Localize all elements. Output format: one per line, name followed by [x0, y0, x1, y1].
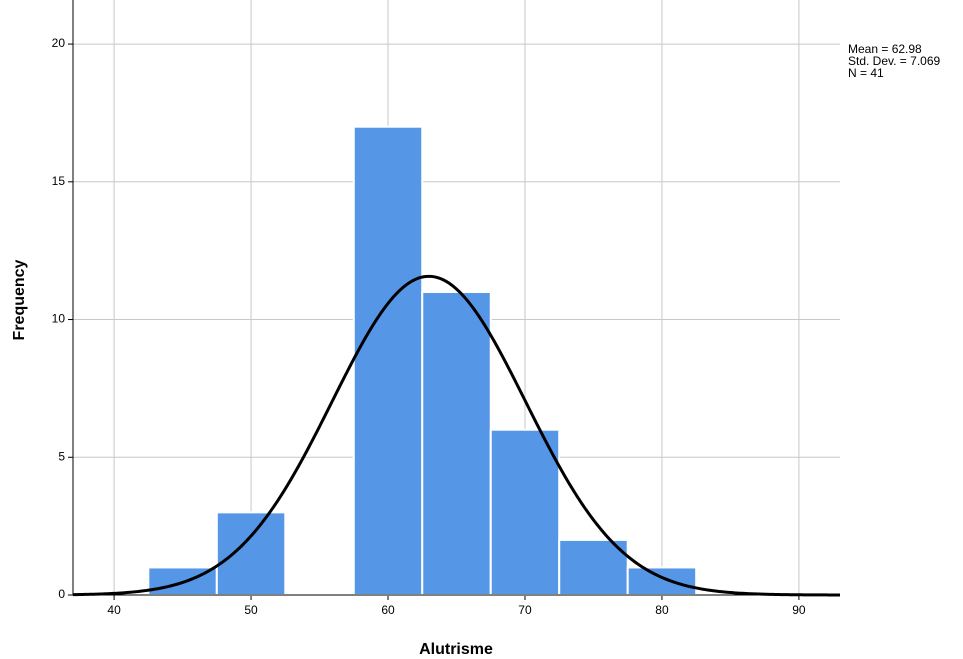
y-tick-label: 5 — [58, 449, 65, 463]
y-tick-label: 0 — [58, 587, 65, 601]
y-tick-label: 10 — [52, 312, 66, 326]
x-tick-label: 70 — [518, 603, 532, 617]
x-axis-title: Alutrisme — [419, 641, 493, 658]
x-tick-label: 60 — [381, 603, 395, 617]
stat-label: N = 41 — [848, 66, 884, 80]
bar — [352, 125, 424, 597]
x-tick-label: 40 — [107, 603, 121, 617]
y-axis-title: Frequency — [11, 259, 28, 340]
bar — [558, 538, 629, 597]
x-tick-label: 50 — [244, 603, 258, 617]
y-tick-label: 20 — [52, 36, 66, 50]
y-tick-label: 15 — [52, 174, 66, 188]
bar — [421, 290, 492, 596]
bar — [489, 428, 561, 596]
stat-label: Mean = 62.98 — [848, 42, 922, 56]
overlay — [72, 274, 840, 597]
x-tick-label: 80 — [655, 603, 669, 617]
x-tick-label: 90 — [792, 603, 806, 617]
stat-label: Std. Dev. = 7.069 — [848, 54, 940, 68]
normal-curve — [72, 274, 840, 597]
bar — [626, 566, 698, 596]
bar — [215, 511, 287, 596]
